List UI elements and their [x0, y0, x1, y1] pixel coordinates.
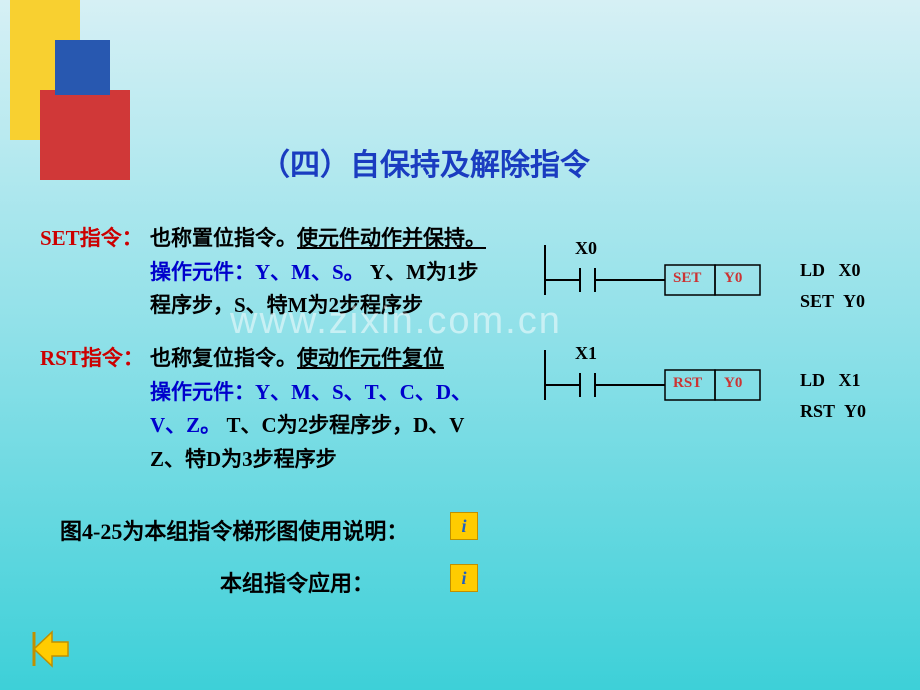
rst-desc-1a: 也称复位指令。	[150, 346, 297, 370]
rst-description: 也称复位指令。使动作元件复位 操作元件：Y、M、S、T、C、D、 V、Z。 T、…	[150, 342, 540, 476]
code2-l2a: RST	[800, 401, 835, 421]
section-title: （四）自保持及解除指令	[260, 140, 590, 184]
code-listing-1: LD X0 SET Y0	[800, 255, 865, 316]
code2-l1a: LD	[800, 370, 825, 390]
ladder-diagram-set: X0 SET Y0	[540, 240, 770, 300]
set-description: 也称置位指令。使元件动作并保持。 操作元件：Y、M、S。 Y、M为1步 程序步，…	[150, 222, 520, 323]
info-icon[interactable]: i	[450, 564, 478, 592]
set-desc-1b: 使元件动作并保持。	[297, 226, 486, 250]
ladder1-contact: X0	[575, 238, 597, 259]
code1-l1b: X0	[839, 260, 861, 280]
rst-desc-1b: 使动作元件复位	[297, 346, 444, 370]
rst-label: RST指令：	[40, 342, 144, 376]
rst-desc-2a: 操作元件：Y、M、S、T、C、D、	[150, 380, 472, 404]
code2-l2b: Y0	[844, 401, 866, 421]
ladder1-target: Y0	[724, 270, 742, 287]
set-desc-2a: 操作元件：Y、M、S。	[150, 260, 365, 284]
code2-l1b: X1	[839, 370, 861, 390]
figure-label: 图4-25为本组指令梯形图使用说明：	[60, 514, 408, 546]
code1-l1a: LD	[800, 260, 825, 280]
ladder2-target: Y0	[724, 375, 742, 392]
back-icon[interactable]	[30, 628, 72, 670]
ladder1-op: SET	[673, 270, 701, 287]
ladder2-op: RST	[673, 375, 702, 392]
application-label: 本组指令应用：	[220, 566, 374, 598]
decor-red	[40, 90, 130, 180]
rst-desc-3a: V、Z。	[150, 413, 221, 437]
rst-desc-4: Z、特D为3步程序步	[150, 447, 337, 471]
ladder-diagram-rst: X1 RST Y0	[540, 345, 770, 405]
set-desc-1a: 也称置位指令。	[150, 226, 297, 250]
set-desc-2b: Y、M为1步	[365, 260, 479, 284]
code1-l2a: SET	[800, 291, 834, 311]
decor-blue	[55, 40, 110, 95]
ladder2-contact: X1	[575, 343, 597, 364]
info-icon[interactable]: i	[450, 512, 478, 540]
set-label: SET指令：	[40, 222, 143, 256]
code1-l2b: Y0	[843, 291, 865, 311]
rst-desc-3b: T、C为2步程序步，D、V	[221, 413, 464, 437]
set-desc-3: 程序步，S、特M为2步程序步	[150, 293, 423, 317]
code-listing-2: LD X1 RST Y0	[800, 365, 866, 426]
